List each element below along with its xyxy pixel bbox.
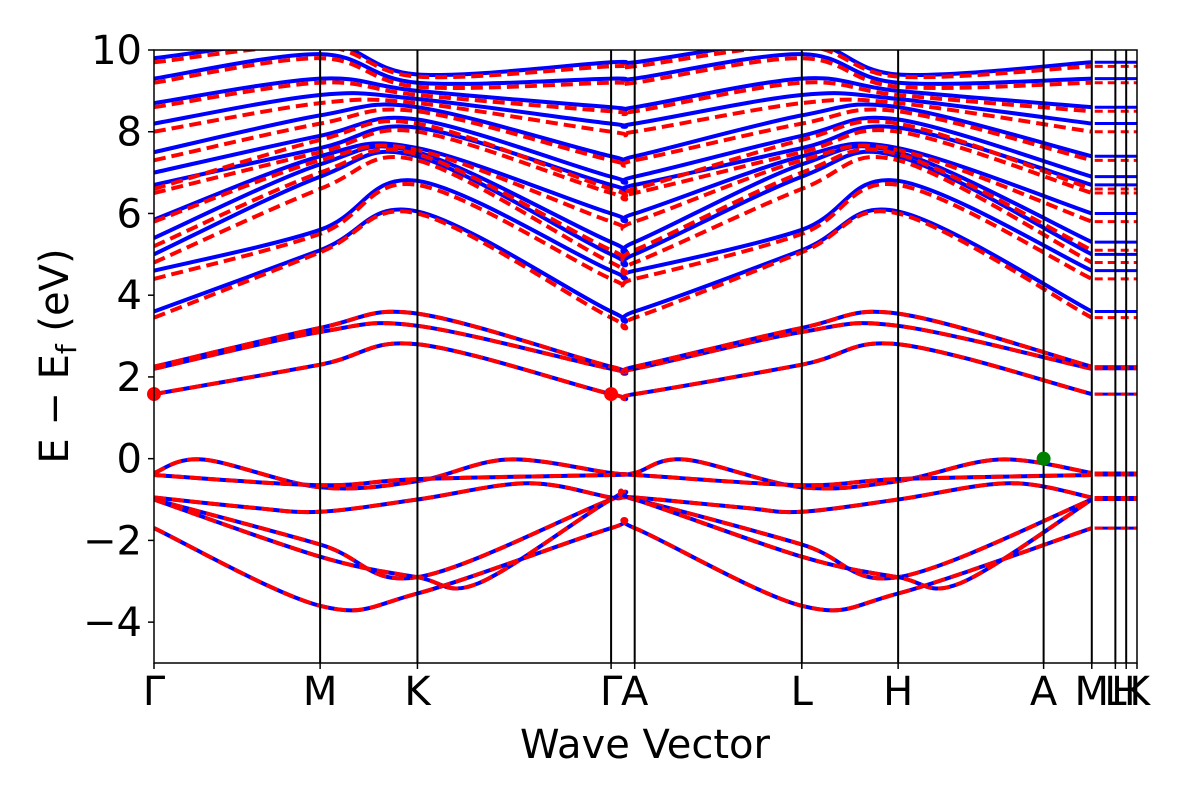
band-edge-markers — [147, 387, 1051, 466]
band-down-upper-7 — [154, 107, 1093, 168]
x-tick-label-1: M — [303, 669, 338, 715]
x-tick-label-2: K — [404, 669, 432, 715]
band-down-conduction-0 — [154, 341, 1093, 402]
y-tick-label-7: 10 — [91, 28, 142, 74]
x-tick-label-0: Γ — [143, 669, 166, 715]
band-down-upper-6 — [154, 119, 1093, 199]
kpoint-lines — [319, 50, 1128, 663]
y-tick-label-4: 4 — [117, 273, 142, 319]
band-down-conduction-1 — [154, 321, 1093, 376]
band-down-upper-3 — [154, 147, 1093, 264]
cbm-marker-1 — [604, 387, 619, 402]
x-tick-label-3: Γ — [600, 669, 623, 715]
y-axis-title-sub: f — [50, 343, 83, 354]
x-tick-label-5: L — [791, 669, 814, 715]
y-axis-title-unit: (eV) — [32, 248, 78, 344]
band-down-valence-3 — [154, 489, 1093, 581]
plot-frame — [153, 49, 1138, 664]
band-up-conduction-1 — [154, 321, 1093, 376]
y-tick-label-6: 8 — [117, 110, 142, 156]
x-tick-label-9: L — [1104, 669, 1127, 715]
y-tick-label-3: 2 — [117, 355, 142, 401]
band-up-valence-3 — [154, 489, 1093, 581]
y-tick-label-5: 6 — [117, 191, 142, 237]
y-tick-label-2: 0 — [117, 437, 142, 483]
x-tick-label-4: A — [621, 669, 649, 715]
x-tick-label-8: M — [1075, 669, 1110, 715]
y-tick-label-0: −4 — [83, 600, 142, 646]
band-up-upper-11 — [154, 50, 1092, 77]
band-down-upper-1 — [154, 181, 1093, 290]
band-down-valence-4 — [154, 488, 1093, 591]
band-up-valence-5 — [154, 517, 1093, 613]
vbm-marker-0 — [1036, 451, 1051, 466]
band-down-valence-1 — [154, 472, 1092, 488]
x-tick-label-10: H — [1111, 669, 1141, 715]
band-up-valence-4 — [154, 488, 1093, 591]
y-ticks: −4 −2 0 2 4 6 8 10 — [83, 28, 154, 646]
x-tick-label-11: K — [1124, 669, 1152, 715]
y-axis-title: E − Ef (eV) — [32, 248, 83, 463]
x-tick-label-7: A — [1030, 669, 1058, 715]
bands-layer — [154, 50, 1137, 613]
band-down-valence-2 — [154, 481, 1093, 515]
y-axis-title-main: E − E — [32, 354, 78, 464]
x-tick-label-6: H — [883, 669, 913, 715]
y-tick-label-1: −2 — [83, 518, 142, 564]
x-axis-title: Wave Vector — [520, 722, 771, 768]
band-down-valence-5 — [154, 517, 1093, 613]
